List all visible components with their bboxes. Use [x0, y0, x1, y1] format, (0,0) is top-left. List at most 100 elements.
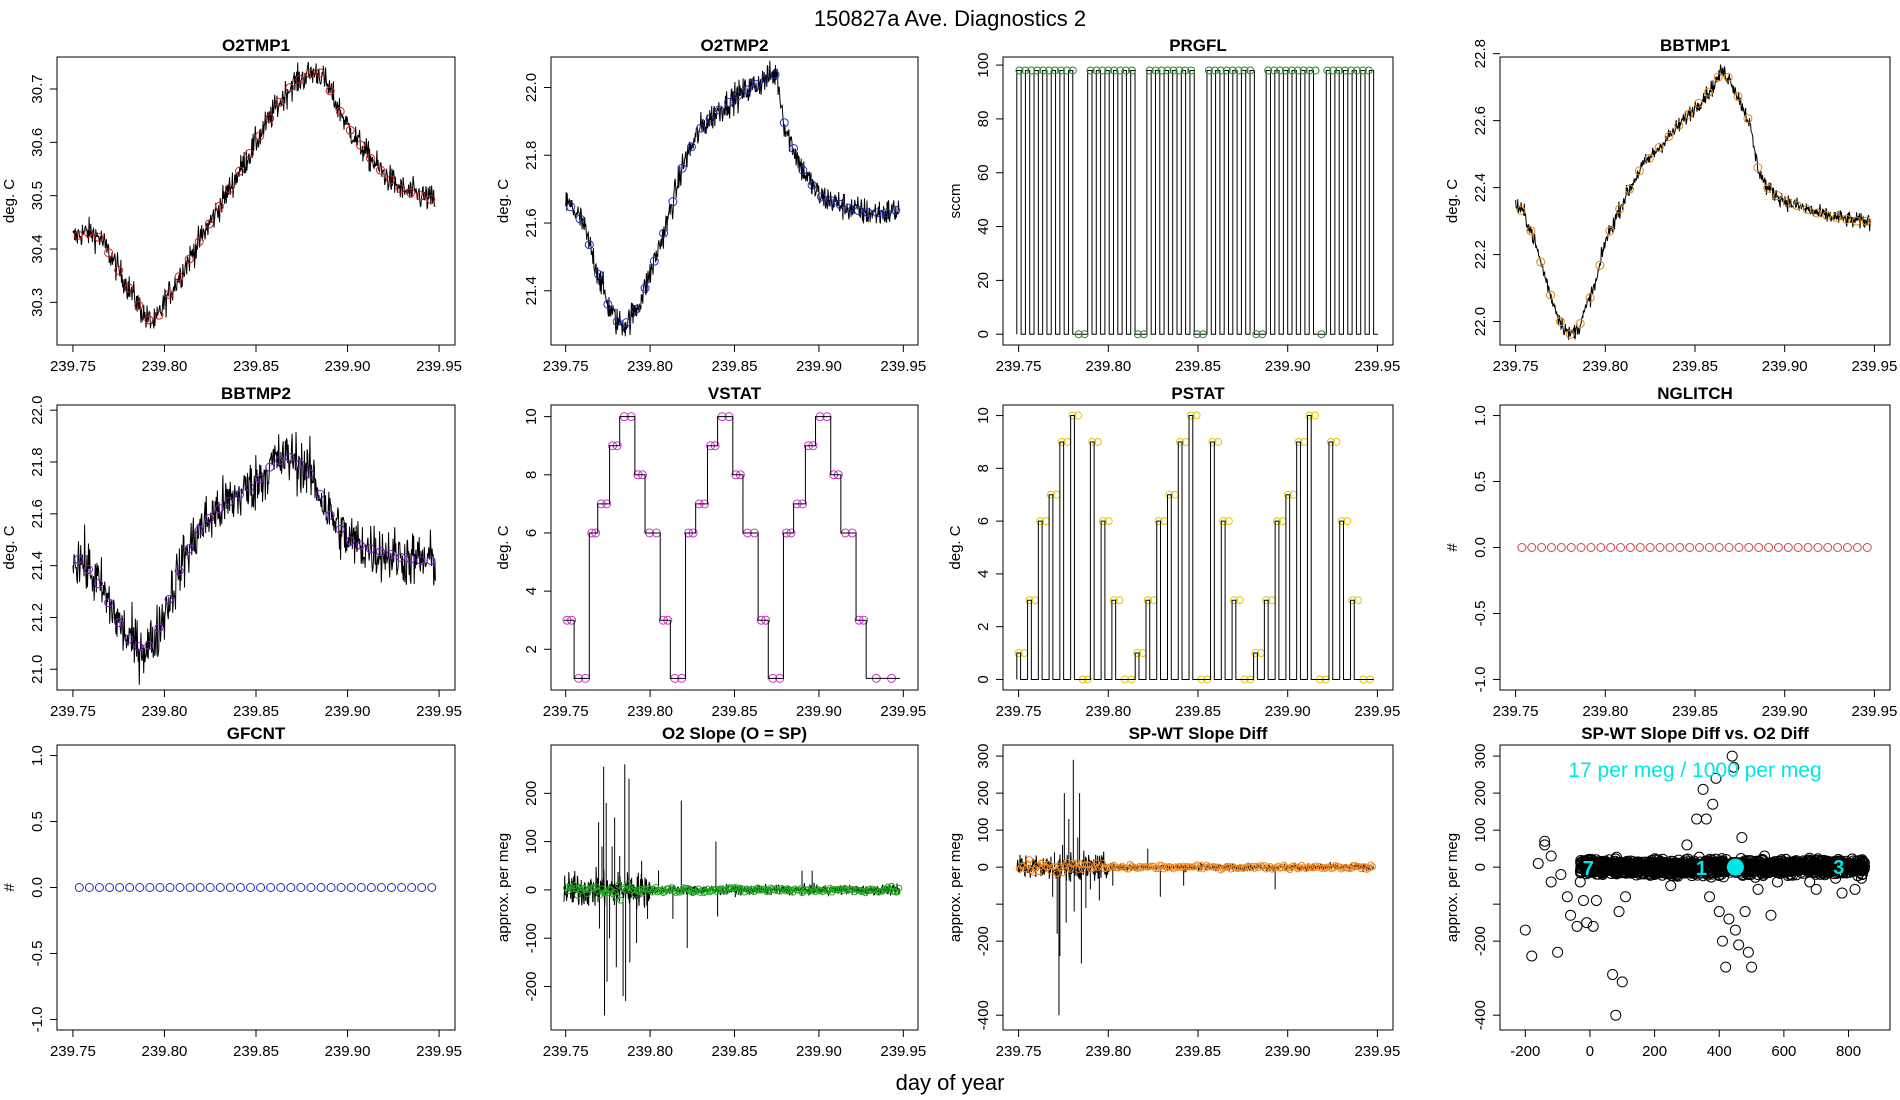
- avg-marker: [104, 248, 114, 258]
- avg-marker: [696, 123, 706, 133]
- avg-marker: [315, 489, 325, 499]
- avg-marker: [426, 555, 436, 565]
- avg-marker: [1281, 66, 1290, 75]
- x-tick-label: 600: [1771, 1043, 1796, 1060]
- avg-marker: [396, 184, 406, 194]
- data-point: [1844, 862, 1856, 874]
- avg-marker: [246, 883, 256, 892]
- avg-marker: [115, 883, 125, 892]
- panel-frame: [1002, 404, 1394, 691]
- x-tick-label: 239.95: [1354, 703, 1400, 720]
- avg-marker: [266, 883, 276, 892]
- avg-marker: [1802, 204, 1812, 214]
- avg-marker: [214, 201, 224, 211]
- avg-marker: [1151, 66, 1160, 75]
- x-tick-label: 239.75: [50, 1043, 96, 1060]
- avg-marker: [335, 524, 345, 534]
- data-point: [1855, 872, 1867, 884]
- panel-bbtmp1: BBTMP1 deg. C 239.75 239.80 239.85 239.90 239.…: [1444, 36, 1897, 375]
- avg-marker: [1555, 317, 1565, 327]
- data-point: [1726, 750, 1738, 762]
- data-point: [1539, 839, 1551, 851]
- avg-marker: [1684, 109, 1694, 119]
- avg-marker: [779, 118, 789, 128]
- avg-marker: [336, 883, 346, 892]
- avg-marker: [345, 536, 355, 546]
- avg-marker: [895, 884, 903, 892]
- avg-marker: [1625, 184, 1635, 194]
- avg-marker: [1773, 191, 1783, 201]
- panel-data: [1015, 66, 1378, 339]
- data-point: [1613, 906, 1625, 918]
- data-point: [1590, 894, 1602, 906]
- panel-ylabel: deg. C: [1, 179, 18, 223]
- avg-marker: [863, 208, 873, 218]
- avg-marker: [844, 203, 854, 213]
- avg-marker: [583, 890, 591, 898]
- panel-frame: [1499, 404, 1891, 691]
- avg-marker: [607, 886, 615, 894]
- x-tick-label: 239.85: [712, 1043, 758, 1060]
- avg-marker: [616, 896, 624, 904]
- avg-marker: [1254, 864, 1262, 872]
- data-point: [1683, 866, 1695, 878]
- series-raw-line: [72, 431, 436, 685]
- panel-data: [1014, 411, 1375, 684]
- data-point: [1836, 887, 1848, 899]
- avg-marker: [1270, 66, 1279, 75]
- x-tick-label: 239.95: [416, 358, 462, 375]
- avg-marker: [1154, 517, 1163, 526]
- x-tick-label: 239.85: [233, 358, 279, 375]
- y-tick-label: -0.5: [29, 941, 46, 967]
- x-tick-label: 239.75: [543, 358, 589, 375]
- data-point: [1691, 864, 1703, 876]
- data-point: [1771, 876, 1783, 888]
- avg-marker: [1160, 865, 1168, 873]
- avg-marker: [1546, 290, 1556, 300]
- panel-title: BBTMP1: [1660, 36, 1730, 55]
- data-point: [1810, 883, 1822, 895]
- data-point: [1697, 783, 1709, 795]
- series-raw-line: [1515, 64, 1872, 340]
- avg-marker: [1284, 864, 1292, 872]
- avg-marker: [1527, 543, 1537, 552]
- x-tick-label: 0: [1586, 1043, 1594, 1060]
- avg-marker: [1369, 863, 1377, 871]
- x-tick-label: 239.85: [233, 703, 279, 720]
- avg-marker: [1210, 66, 1219, 75]
- avg-marker: [346, 883, 356, 892]
- avg-marker: [612, 317, 622, 327]
- avg-marker: [793, 886, 801, 894]
- x-tick-label: 800: [1836, 1043, 1861, 1060]
- avg-marker: [724, 97, 734, 107]
- avg-marker: [1045, 66, 1054, 75]
- data-point: [1830, 872, 1842, 884]
- panel-spwtdiff: SP-WT Slope Diff approx. per meg 239.75 239…: [947, 724, 1400, 1060]
- avg-marker: [1074, 330, 1083, 339]
- y-tick-label: -200: [975, 926, 992, 956]
- avg-marker: [1199, 865, 1207, 873]
- avg-marker: [1526, 226, 1536, 236]
- panel-ylabel: approx. per meg: [947, 833, 964, 942]
- avg-marker: [1204, 66, 1213, 75]
- avg-marker: [1299, 66, 1308, 75]
- avg-marker: [416, 191, 426, 201]
- avg-marker: [1833, 543, 1843, 552]
- avg-marker: [174, 566, 184, 576]
- avg-marker: [325, 510, 335, 520]
- avg-marker: [1208, 437, 1217, 446]
- avg-marker: [732, 884, 740, 892]
- panel-ylabel: deg. C: [495, 179, 512, 223]
- x-tick-label: 239.80: [1085, 358, 1131, 375]
- data-point: [1746, 961, 1758, 973]
- data-point: [1680, 854, 1692, 866]
- avg-marker: [1842, 214, 1852, 224]
- y-tick-label: 8: [523, 471, 540, 479]
- y-tick-label: 100: [975, 818, 992, 843]
- avg-marker: [596, 891, 604, 899]
- panel-data: 7 1 1 3: [1519, 750, 1871, 1021]
- data-point: [1612, 863, 1624, 875]
- x-tick-label: 239.75: [50, 703, 96, 720]
- avg-marker: [1546, 543, 1556, 552]
- avg-marker: [566, 202, 576, 212]
